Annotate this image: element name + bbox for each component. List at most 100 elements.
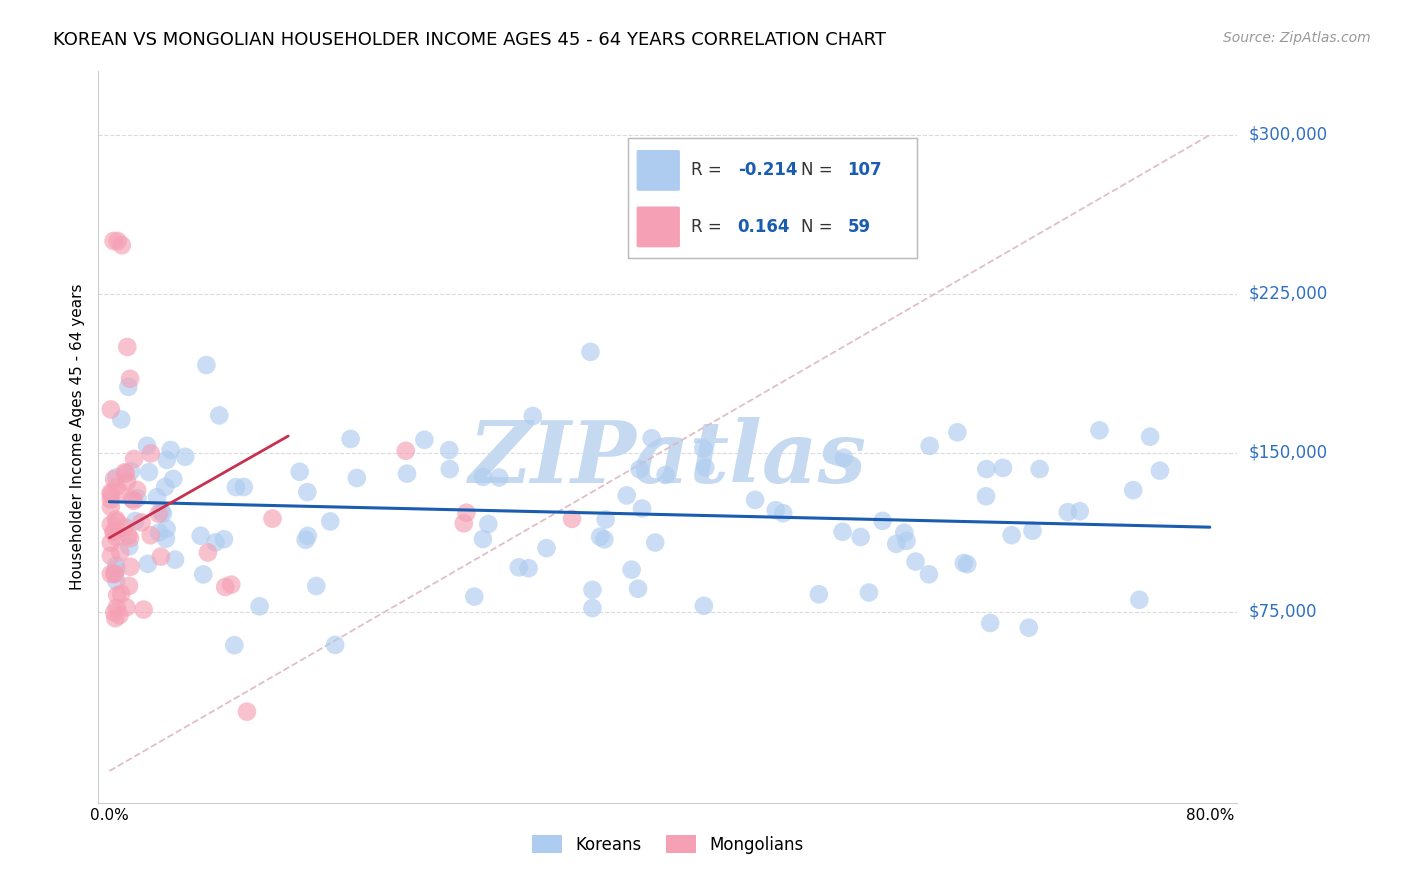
Point: [105, 600, 128, 615]
Point: [323, 638, 346, 652]
Point: [100, 566, 122, 581]
Y-axis label: Householder Income Ages 45 - 64 years: Householder Income Ages 45 - 64 years: [70, 284, 86, 591]
Point: [644, 535, 666, 549]
Point: [103, 234, 125, 248]
Text: R =: R =: [692, 218, 733, 235]
Point: [100, 549, 122, 563]
Point: [956, 557, 979, 571]
Point: [110, 412, 132, 426]
Point: [858, 585, 880, 599]
Point: [150, 505, 173, 519]
Point: [162, 472, 184, 486]
Point: [104, 567, 127, 582]
Point: [1056, 505, 1078, 519]
Point: [471, 532, 494, 546]
Point: [319, 515, 342, 529]
Point: [103, 524, 125, 539]
Point: [952, 556, 974, 570]
Point: [100, 402, 122, 417]
Point: [138, 465, 160, 479]
Point: [118, 540, 141, 554]
Point: [120, 559, 142, 574]
Point: [108, 485, 131, 500]
Text: ZIPatlas: ZIPatlas: [468, 417, 868, 500]
Point: [456, 506, 478, 520]
Point: [305, 579, 328, 593]
Point: [131, 516, 153, 530]
Point: [1021, 524, 1043, 538]
Point: [155, 532, 177, 546]
Point: [1139, 430, 1161, 444]
Point: [110, 587, 132, 601]
Point: [439, 462, 461, 476]
Point: [918, 567, 941, 582]
Point: [103, 472, 125, 486]
Point: [1018, 621, 1040, 635]
Point: [125, 483, 148, 497]
Point: [195, 358, 218, 372]
Point: [155, 522, 177, 536]
Point: [100, 500, 122, 514]
Point: [288, 465, 311, 479]
Text: R =: R =: [692, 161, 727, 179]
Point: [136, 439, 159, 453]
Point: [132, 602, 155, 616]
Point: [508, 560, 530, 574]
Point: [772, 506, 794, 520]
Point: [124, 514, 146, 528]
Point: [190, 529, 212, 543]
Point: [100, 487, 122, 501]
Point: [149, 549, 172, 564]
Point: [339, 432, 361, 446]
Point: [225, 480, 247, 494]
Point: [108, 545, 131, 559]
Point: [105, 480, 128, 494]
Text: Source: ZipAtlas.com: Source: ZipAtlas.com: [1223, 31, 1371, 45]
Point: [1028, 462, 1050, 476]
Point: [105, 470, 128, 484]
Point: [979, 615, 1001, 630]
Point: [581, 582, 603, 597]
Point: [148, 525, 170, 540]
Point: [896, 533, 918, 548]
Point: [849, 530, 872, 544]
Point: [103, 606, 125, 620]
Point: [631, 501, 654, 516]
Point: [1149, 464, 1171, 478]
Point: [1000, 528, 1022, 542]
Point: [204, 535, 226, 549]
Point: [561, 512, 583, 526]
Point: [437, 443, 460, 458]
Point: [100, 535, 122, 549]
Text: $225,000: $225,000: [1249, 285, 1327, 303]
Point: [589, 530, 612, 544]
Text: $300,000: $300,000: [1249, 126, 1327, 144]
Point: [807, 587, 830, 601]
Text: 59: 59: [848, 218, 870, 235]
Point: [522, 409, 544, 423]
Point: [477, 516, 499, 531]
Point: [395, 443, 418, 458]
Point: [976, 462, 998, 476]
Text: 0.164: 0.164: [738, 218, 790, 235]
Point: [105, 563, 128, 577]
Point: [117, 529, 139, 543]
Point: [108, 608, 131, 623]
Point: [208, 409, 231, 423]
Point: [100, 485, 122, 500]
Point: [765, 503, 787, 517]
Point: [100, 492, 122, 507]
Point: [121, 492, 143, 507]
Point: [744, 492, 766, 507]
Point: [297, 529, 319, 543]
Point: [127, 491, 149, 506]
Point: [114, 467, 136, 481]
Point: [640, 431, 662, 445]
Point: [105, 515, 128, 529]
Point: [249, 599, 271, 614]
Point: [114, 520, 136, 534]
Point: [193, 567, 215, 582]
Point: [581, 601, 603, 615]
Point: [991, 461, 1014, 475]
Point: [104, 512, 127, 526]
